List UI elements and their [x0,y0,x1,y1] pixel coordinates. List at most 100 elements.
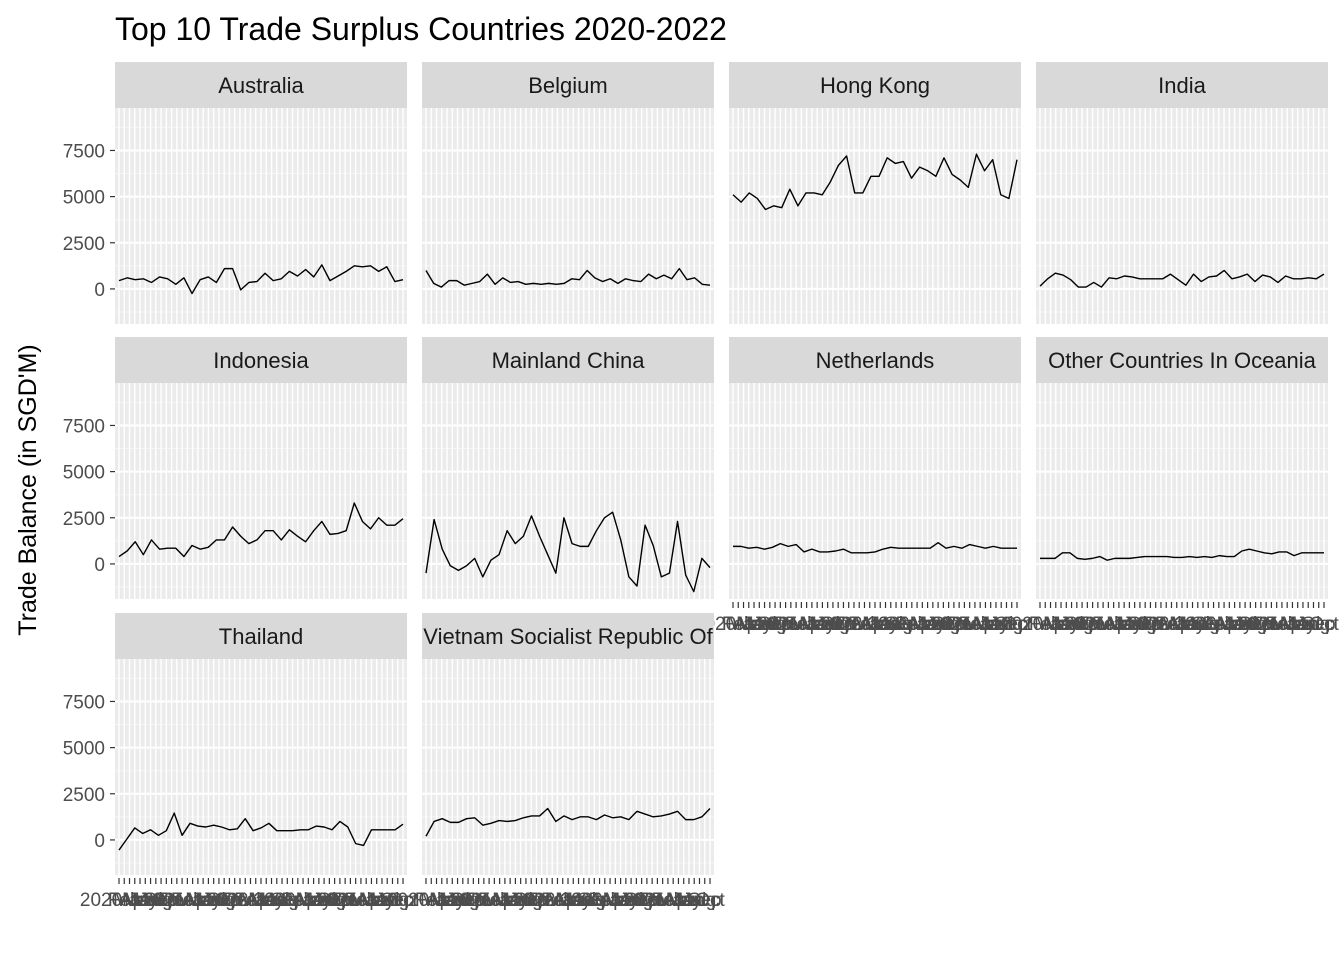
x-tick-label: Nov [1076,614,1110,635]
x-tick-label: Oct [939,614,969,635]
x-tick-label: Jul [1233,614,1257,635]
x-tick-label: Aug [1186,614,1220,635]
x-tick-label: Apr [357,890,387,911]
x-tick-label: Apr [908,614,938,635]
y-tick-label: 5000 [63,739,105,760]
x-tick-label: Aug [202,890,236,911]
x-axis-other-countries-in-oceania: 2020 JanFebMarAprMayJunJulAugSepOctNovDe… [1001,602,1339,635]
x-tick-label: May [185,890,221,911]
x-tick-label: Aug [312,890,346,911]
x-tick-label: Oct [1073,614,1103,635]
x-tick-label: Jun [193,890,224,911]
x-tick-label: 2021 Jan [450,890,528,911]
x-tick-label: May [1169,614,1205,635]
x-tick-label: Jul [879,614,903,635]
x-tick-label: 2022 Jan [513,890,591,911]
x-tick-label: Mar [546,890,579,911]
x-tick-label: Jun [304,890,335,911]
x-tick-label: Mar [790,614,823,635]
strip-background [422,337,714,383]
x-tick-label: May [555,890,591,911]
x-tick-label: Nov [832,614,866,635]
strip-background [115,62,407,108]
panel-mainland-china: Mainland China [422,337,714,599]
strip-background [729,62,1021,108]
x-tick-label: May [1217,614,1253,635]
x-tick-label: Aug [1297,614,1331,635]
x-tick-label: Mar [853,614,886,635]
x-tick-label: Oct [152,890,182,911]
x-tick-label: Aug [619,890,653,911]
strip-label-hong-kong: Hong Kong [820,73,930,98]
x-tick-label: Feb [108,890,141,911]
x-tick-label: Nov [218,890,252,911]
y-tick-label: 2500 [63,509,105,530]
x-tick-label: Aug [816,614,850,635]
strip-label-australia: Australia [218,73,304,98]
x-tick-label: Jun [500,890,531,911]
x-tick-label: May [910,614,946,635]
strip-background [729,337,1021,383]
x-tick-label: Dec [1081,614,1115,635]
x-tick-label: Feb [478,890,511,911]
x-tick-label: Feb [415,890,448,911]
x-tick-label: Mar [594,890,627,911]
x-tick-label: 2021 Jan [1238,614,1316,635]
x-tick-label: Feb [345,890,378,911]
x-tick-label: Sep [451,890,485,911]
x-tick-label: Nov [635,890,669,911]
x-tick-label: Jun [1225,614,1256,635]
strip-label-india: India [1158,73,1206,98]
x-tick-label: Jun [1177,614,1208,635]
x-tick-label: Jul [509,890,533,911]
x-tick-label: Apr [797,614,827,635]
strip-label-netherlands: Netherlands [816,348,935,373]
panel-hong-kong: Hong Kong [729,62,1021,324]
x-tick-label: Jun [1288,614,1319,635]
x-tick-label: 2021 Jan [317,890,395,911]
series-line-hong-kong [732,153,1018,211]
x-tick-label: Sep [381,890,415,911]
x-tick-label: May [862,614,898,635]
x-tick-label: Mar [1208,614,1241,635]
x-tick-label: Dec [160,890,194,911]
series-line-netherlands [733,541,1017,554]
x-tick-label: Mar [1160,614,1193,635]
x-tick-label: Nov [328,890,362,911]
x-tick-label: 2021 Jan [931,614,1009,635]
strip-background [422,613,714,659]
x-tick-label: Jun [870,614,901,635]
x-tick-label: Nov [462,890,496,911]
x-tick-label: Apr [490,890,520,911]
y-tick-label: 2500 [63,785,105,806]
x-tick-label: Jun [981,614,1012,635]
chart-title: Top 10 Trade Surplus Countries 2020-2022 [115,11,727,47]
x-tick-label: Jul [989,614,1013,635]
strip-background [115,337,407,383]
x-tick-label: Nov [769,614,803,635]
x-tick-label: Feb [1202,614,1235,635]
x-tick-label: May [296,890,332,911]
x-tick-label: Dec [1144,614,1178,635]
x-tick-label: May [122,890,158,911]
x-tick-label: Jul [1123,614,1147,635]
x-tick-label: Jul [265,890,289,911]
x-tick-label: Sep [821,614,855,635]
x-tick-label: Jul [1186,614,1210,635]
x-tick-label: May [1280,614,1316,635]
x-tick-label: 2020 Jan [1001,614,1079,635]
x-tick-label: Oct [459,890,489,911]
x-tick-label: Feb [1266,614,1299,635]
x-tick-label: Apr [183,890,213,911]
x-tick-label: Dec [1255,614,1289,635]
x-tick-label: Sep [758,614,792,635]
x-axis-netherlands: 2020 JanFebMarAprMayJunJulAugSepOctNovDe… [694,602,1032,635]
x-tick-label: Apr [427,890,457,911]
x-tick-label: Jun [918,614,949,635]
series-line-belgium [425,267,711,288]
x-tick-label: 2020 Jan [80,890,158,911]
x-tick-label: May [1043,614,1079,635]
x-tick-label: Apr [1104,614,1134,635]
x-tick-label: Oct [695,890,725,911]
